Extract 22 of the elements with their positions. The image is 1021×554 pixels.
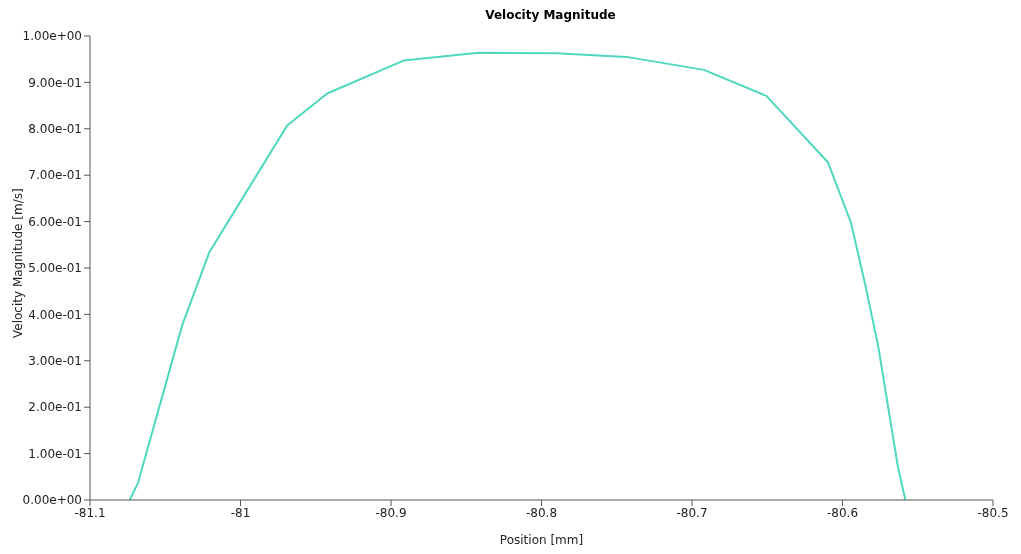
- line-series: [128, 51, 907, 500]
- y-tick-label: 7.00e-01: [28, 168, 82, 183]
- x-tick-label: -80.5: [977, 505, 1009, 520]
- y-tick-label: 4.00e-01: [28, 307, 82, 322]
- x-tick-label: -81: [230, 505, 251, 520]
- y-tick-label: 9.00e-01: [28, 75, 82, 90]
- y-tick-label: 8.00e-01: [28, 122, 82, 137]
- chart-title: Velocity Magnitude: [484, 8, 617, 24]
- x-tick-label: -80.8: [525, 505, 558, 520]
- y-tick-label: 0.00e+00: [22, 493, 82, 508]
- x-axis-title: Position [mm]: [499, 533, 584, 547]
- x-tick-label: -81.1: [74, 505, 106, 520]
- y-tick-label: 1.00e+00: [22, 29, 82, 44]
- y-tick-label: 6.00e-01: [28, 214, 82, 229]
- x-tick-label: -80.6: [826, 505, 859, 520]
- y-axis-title: Velocity Magnitude [m/s]: [11, 188, 26, 338]
- x-tick-label: -80.7: [676, 505, 708, 520]
- y-tick-label: 1.00e-01: [28, 446, 82, 461]
- y-tick-label: 2.00e-01: [28, 400, 82, 415]
- y-tick-label: 3.00e-01: [28, 354, 82, 369]
- y-tick-label: 5.00e-01: [28, 261, 82, 276]
- x-tick-label: -80.9: [375, 505, 407, 520]
